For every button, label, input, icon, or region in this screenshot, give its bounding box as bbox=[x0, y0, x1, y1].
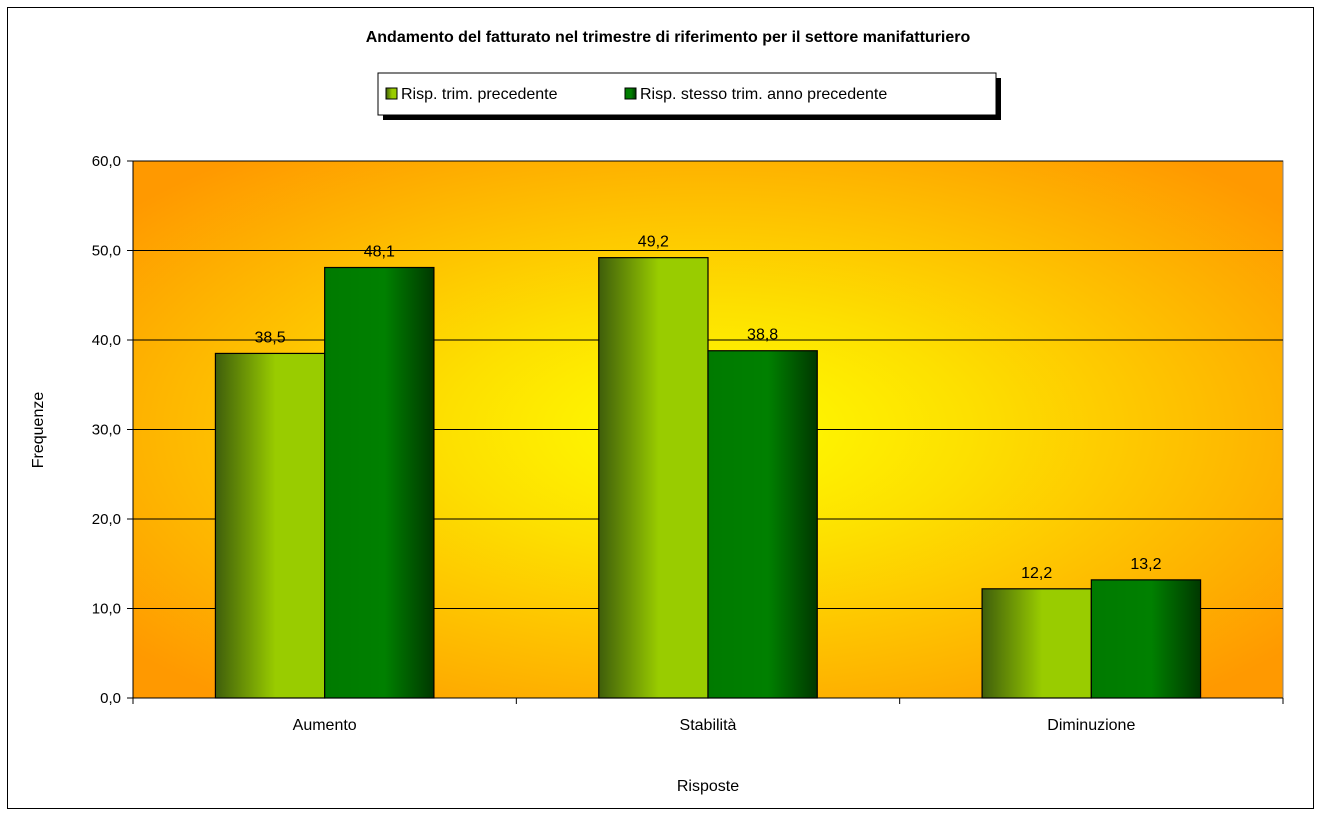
data-label: 38,8 bbox=[747, 327, 778, 344]
y-tick-labels: 0,0 10,0 20,0 30,0 40,0 50,0 60,0 bbox=[92, 153, 121, 707]
bar-1 bbox=[981, 588, 1092, 699]
legend-swatch-series-1 bbox=[385, 87, 398, 100]
y-tick-label: 50,0 bbox=[92, 243, 121, 260]
bar-2 bbox=[324, 266, 435, 699]
x-tick-label: Stabilità bbox=[680, 717, 737, 734]
bar-2 bbox=[707, 350, 818, 699]
legend-label-series-2: Risp. stesso trim. anno precedente bbox=[640, 86, 887, 103]
y-tick-label: 30,0 bbox=[92, 422, 121, 439]
legend-label-series-1: Risp. trim. precedente bbox=[401, 86, 558, 103]
legend: Risp. trim. precedente Risp. stesso trim… bbox=[377, 72, 1001, 120]
bar-1 bbox=[214, 352, 326, 699]
x-axis-title: Risposte bbox=[677, 778, 739, 795]
x-tick-label: Aumento bbox=[293, 717, 357, 734]
bar-2 bbox=[1090, 579, 1202, 699]
y-tick-label: 10,0 bbox=[92, 601, 121, 618]
data-labels: 38,5 48,1 49,2 38,8 12,2 13,2 bbox=[254, 234, 1161, 582]
legend-box bbox=[377, 72, 997, 116]
y-tick-label: 60,0 bbox=[92, 153, 121, 170]
chart-title: Andamento del fatturato nel trimestre di… bbox=[366, 29, 971, 46]
x-tick-label: Diminuzione bbox=[1047, 717, 1135, 734]
axes bbox=[127, 160, 1284, 704]
y-tick-label: 40,0 bbox=[92, 332, 121, 349]
bars bbox=[214, 257, 1202, 699]
data-label: 13,2 bbox=[1130, 556, 1161, 573]
x-tick-labels: Aumento Stabilità Diminuzione bbox=[293, 717, 1136, 734]
y-tick-label: 0,0 bbox=[100, 690, 121, 707]
y-axis-title: Frequenze bbox=[30, 392, 47, 469]
data-label: 12,2 bbox=[1021, 565, 1052, 582]
data-label: 48,1 bbox=[364, 244, 395, 261]
legend-swatch-series-2 bbox=[624, 87, 637, 100]
bar-1 bbox=[598, 257, 709, 699]
data-label: 38,5 bbox=[254, 329, 285, 346]
y-tick-label: 20,0 bbox=[92, 511, 121, 528]
data-label: 49,2 bbox=[638, 234, 669, 251]
